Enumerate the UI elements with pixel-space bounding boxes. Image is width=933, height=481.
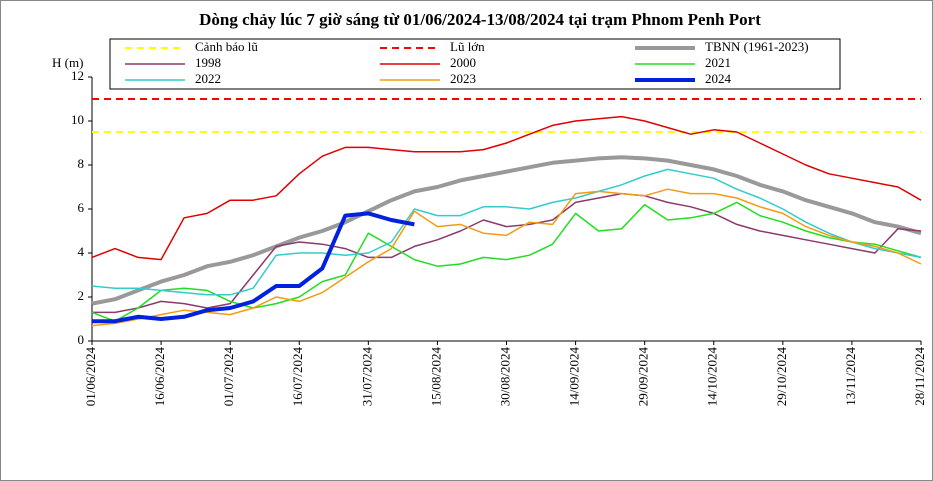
series-line [92,211,415,324]
legend-label: 2024 [705,71,732,86]
series-line [91,115,922,261]
x-tick-label: 29/09/2024 [636,347,651,407]
y-tick-label: 4 [78,244,85,259]
series-line [92,192,922,314]
y-tick-label: 8 [78,156,85,171]
x-tick-label: 16/06/2024 [152,347,167,407]
y-tick-label: 0 [78,332,85,347]
x-tick-label: 01/07/2024 [221,347,236,407]
y-tick-label: 10 [71,112,84,127]
y-tick-label: 12 [71,68,84,83]
x-tick-label: 30/08/2024 [497,347,512,407]
x-tick-label: 16/07/2024 [290,347,305,407]
legend-label: Cảnh báo lũ [195,39,258,54]
x-tick-label: 14/09/2024 [567,347,582,407]
chart-title: Dòng chảy lúc 7 giờ sáng từ 01/06/2024-1… [199,10,761,29]
legend-label: 2023 [450,71,476,86]
y-tick-label: 2 [78,288,85,303]
x-tick-label: 01/06/2024 [83,347,98,407]
legend-label: 2000 [450,55,476,70]
legend-label: 2022 [195,71,221,86]
series-line [91,155,922,306]
x-tick-label: 29/10/2024 [774,347,789,407]
legend-box [109,38,841,90]
x-tick-label: 31/07/2024 [359,347,374,407]
y-axis-label: H (m) [52,55,83,70]
x-tick-label: 28/11/2024 [912,347,927,406]
series-line [91,201,922,322]
x-tick-label: 15/08/2024 [428,347,443,407]
y-tick-label: 6 [78,200,85,215]
x-tick-label: 14/10/2024 [705,347,720,407]
series-line [91,188,922,327]
legend-label: TBNN (1961-2023) [705,39,809,54]
legend-label: Lũ lớn [450,39,485,54]
legend-label: 2021 [705,55,731,70]
series-line [91,168,922,296]
legend-label: 1998 [195,55,221,70]
x-tick-label: 13/11/2024 [843,347,858,406]
